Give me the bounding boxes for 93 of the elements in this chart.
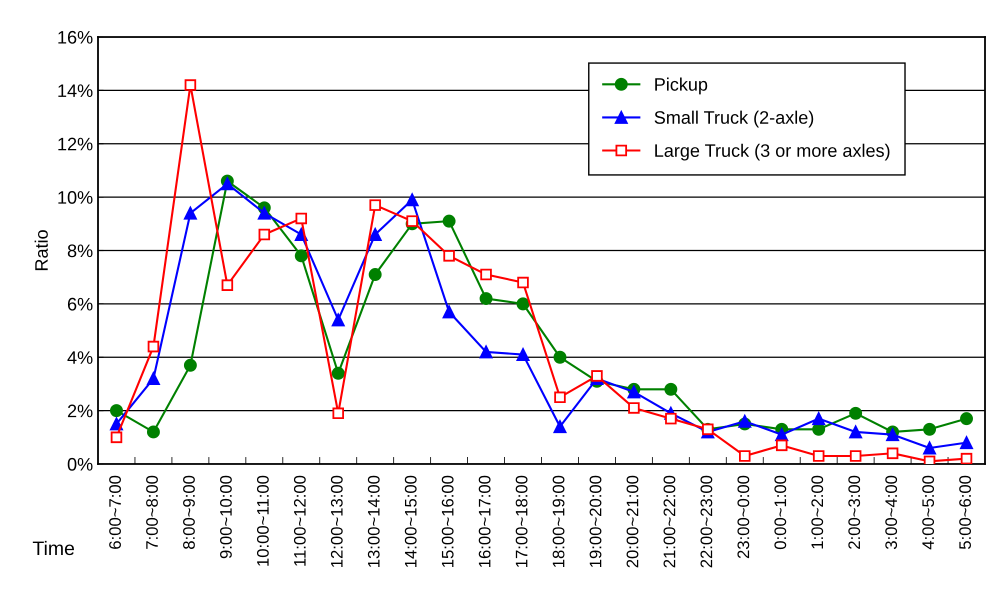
x-tick-label: 3:00~4:00 xyxy=(885,476,898,550)
point xyxy=(146,426,160,438)
point xyxy=(442,305,456,318)
x-tick-label: 16:00~17:00 xyxy=(478,476,491,567)
point xyxy=(332,366,345,380)
y-axis-title: Ratio xyxy=(34,230,48,270)
point xyxy=(776,440,788,452)
point xyxy=(886,428,900,442)
point xyxy=(960,452,972,464)
point xyxy=(628,402,640,414)
point xyxy=(591,370,603,382)
y-tick-label: 2% xyxy=(68,404,92,418)
point xyxy=(332,313,345,326)
x-tick-label: 17:00~18:00 xyxy=(516,476,528,567)
point xyxy=(849,426,862,438)
x-tick-label: 1:00~2:00 xyxy=(811,476,824,548)
point xyxy=(110,432,122,444)
y-tick-label: 16% xyxy=(58,30,92,44)
y-tick-label: 0% xyxy=(68,458,92,471)
point xyxy=(738,414,752,428)
x-tick-label: 0:00~1:00 xyxy=(774,476,786,550)
x-tick-label: 5:00~6:00 xyxy=(959,476,971,550)
x-tick-label: 6:00~7:00 xyxy=(109,476,121,549)
legend-label: Pickup xyxy=(655,78,708,94)
point xyxy=(812,412,826,426)
point xyxy=(294,249,308,262)
point xyxy=(110,404,123,418)
point xyxy=(665,412,677,424)
x-tick-label: 10:00~11:00 xyxy=(256,476,269,566)
y-tick-label: 8% xyxy=(68,244,92,258)
x-tick-label: 9:00~10:00 xyxy=(220,476,232,558)
point xyxy=(220,177,234,190)
x-tick-label: 18:00~19:00 xyxy=(552,476,564,567)
point xyxy=(148,340,160,352)
point xyxy=(850,450,862,462)
y-tick-label: 14% xyxy=(58,84,92,98)
point xyxy=(517,276,529,288)
x-tick-label: 11:00~12:00 xyxy=(294,476,306,566)
point xyxy=(849,406,862,420)
point xyxy=(480,268,492,280)
x-tick-label: 8:00~9:00 xyxy=(183,476,195,549)
point xyxy=(258,206,271,220)
point xyxy=(368,268,382,281)
y-tick-label: 6% xyxy=(68,298,92,311)
point xyxy=(480,345,493,358)
point xyxy=(554,420,566,434)
point xyxy=(960,436,973,450)
point xyxy=(739,450,751,462)
point xyxy=(516,348,530,362)
point xyxy=(554,350,566,364)
point xyxy=(406,215,418,227)
x-tick-label: 21:00~22:00 xyxy=(664,476,676,568)
x-tick-label: 13:00~14:00 xyxy=(368,476,380,567)
x-tick-label: 20:00~21:00 xyxy=(626,476,638,568)
point xyxy=(554,392,566,404)
y-tick-label: 4% xyxy=(67,351,92,364)
point xyxy=(332,408,344,420)
x-tick-label: 7:00~8:00 xyxy=(146,476,158,549)
y-tick-label: 10% xyxy=(58,191,92,204)
point xyxy=(222,279,234,291)
x-axis-title: Time xyxy=(32,540,74,556)
point xyxy=(480,292,493,305)
point xyxy=(258,228,270,240)
point xyxy=(886,448,898,460)
point xyxy=(664,382,678,396)
point xyxy=(923,442,936,454)
point xyxy=(443,250,455,262)
x-tick-label: 15:00~16:00 xyxy=(442,476,454,567)
point xyxy=(184,358,197,372)
point xyxy=(184,79,196,91)
point xyxy=(296,212,308,224)
x-tick-label: 22:00~23:00 xyxy=(700,476,712,568)
point xyxy=(442,214,456,228)
point xyxy=(184,206,197,220)
x-tick-label: 12:00~13:00 xyxy=(330,476,343,567)
legend-label: Small Truck (2-axle) xyxy=(654,110,814,128)
x-tick-label: 19:00~20:00 xyxy=(590,476,602,567)
point xyxy=(368,228,382,241)
x-tick-label: 4:00~5:00 xyxy=(922,476,934,550)
x-tick-label: 14:00~15:00 xyxy=(404,476,417,567)
point xyxy=(146,372,160,386)
point xyxy=(516,297,530,310)
point xyxy=(110,418,123,430)
point xyxy=(812,450,824,462)
point xyxy=(960,412,973,426)
point xyxy=(369,199,381,211)
point xyxy=(923,422,936,436)
point xyxy=(627,385,640,398)
legend-label: Large Truck (3 or more axles) xyxy=(655,144,890,161)
point xyxy=(406,193,419,206)
x-tick-label: 2:00~3:00 xyxy=(848,476,860,549)
y-tick-label: 12% xyxy=(58,138,92,150)
x-tick-label: 23:00~0:00 xyxy=(737,476,750,558)
